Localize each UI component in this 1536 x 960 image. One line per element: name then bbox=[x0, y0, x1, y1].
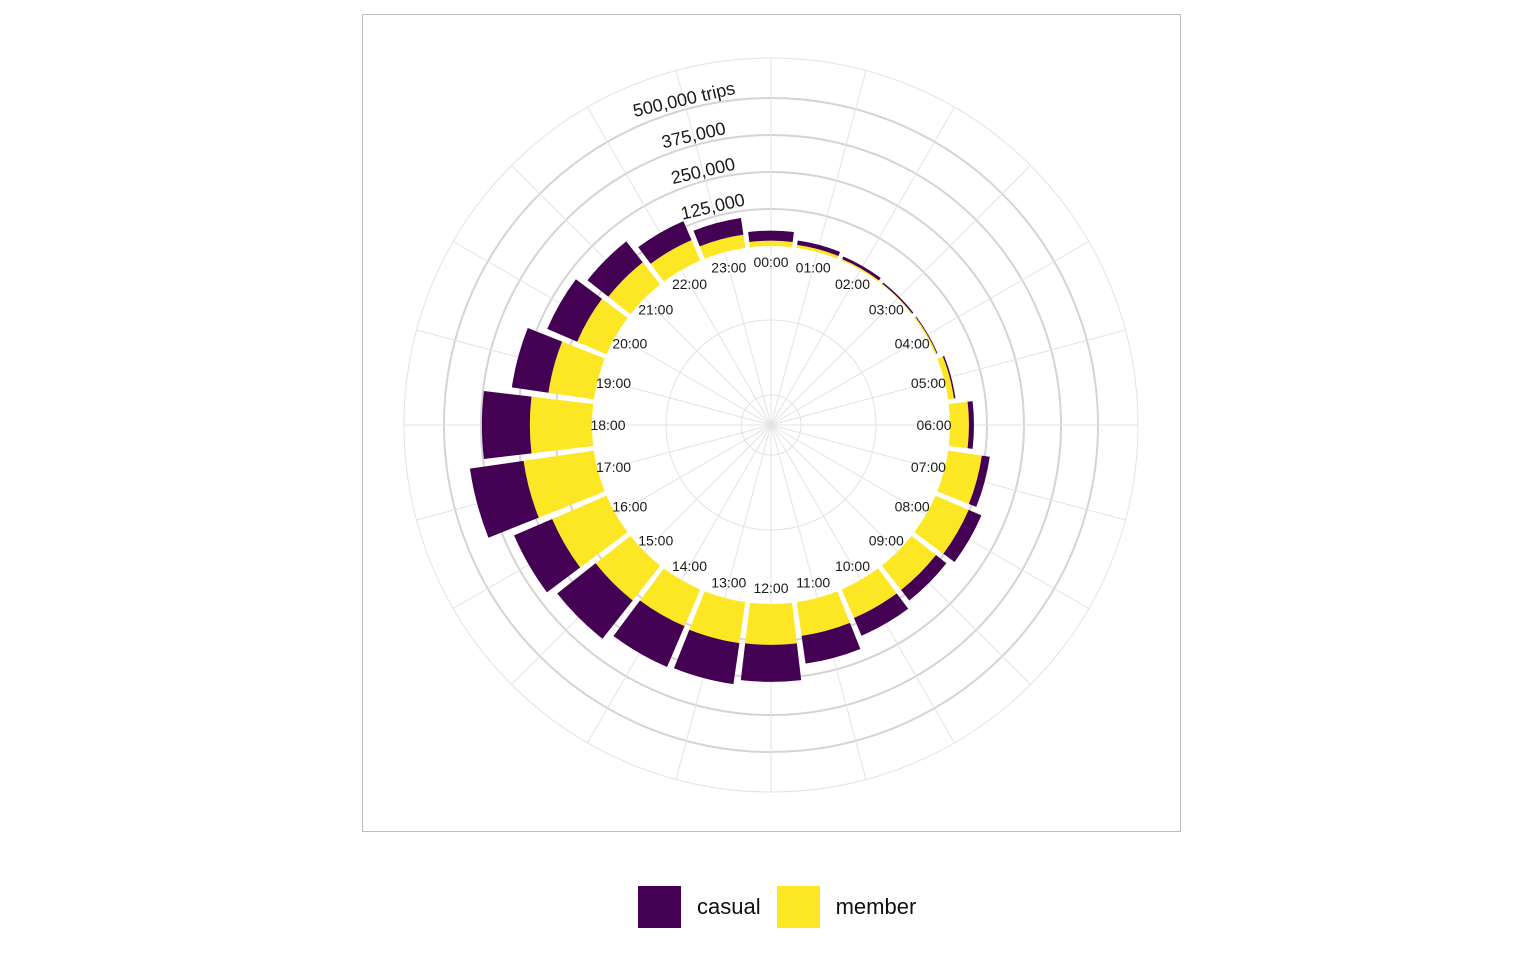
bar-member-2200 bbox=[650, 240, 701, 282]
hour-label: 01:00 bbox=[796, 260, 831, 276]
legend-swatch-casual bbox=[638, 886, 681, 928]
hour-label: 16:00 bbox=[612, 499, 647, 515]
bar-member-0700 bbox=[937, 450, 982, 504]
hour-label: 12:00 bbox=[753, 580, 788, 596]
bar-casual-0200 bbox=[842, 256, 881, 281]
bar-casual-0000 bbox=[748, 230, 794, 242]
bars bbox=[469, 217, 990, 685]
bar-member-1700 bbox=[523, 450, 605, 518]
hour-label: 23:00 bbox=[711, 260, 746, 276]
bar-casual-0400 bbox=[915, 316, 938, 354]
bar-member-1800 bbox=[529, 396, 594, 454]
bar-member-2000 bbox=[577, 298, 628, 355]
legend: casual member bbox=[638, 886, 932, 928]
bar-member-2100 bbox=[608, 262, 661, 315]
hour-label: 04:00 bbox=[895, 336, 930, 352]
legend-swatch-member bbox=[776, 886, 820, 928]
hour-label: 07:00 bbox=[911, 459, 946, 475]
bar-casual-1300 bbox=[673, 629, 740, 685]
legend-label-casual: casual bbox=[697, 894, 761, 919]
hour-label: 05:00 bbox=[911, 375, 946, 391]
bar-casual-1800 bbox=[481, 391, 532, 459]
bar-casual-1500 bbox=[557, 563, 633, 639]
hour-label: 06:00 bbox=[916, 417, 951, 433]
hour-label: 00:00 bbox=[753, 254, 788, 270]
bar-member-0100 bbox=[796, 244, 839, 259]
bar-casual-0900 bbox=[901, 555, 947, 601]
hour-label: 22:00 bbox=[672, 276, 707, 292]
hour-label: 13:00 bbox=[711, 574, 746, 590]
bar-member-0400 bbox=[914, 317, 937, 355]
bar-casual-1200 bbox=[740, 643, 802, 682]
bar-member-0200 bbox=[841, 259, 879, 282]
bar-casual-2200 bbox=[638, 221, 692, 264]
hour-label: 14:00 bbox=[672, 558, 707, 574]
bar-casual-0100 bbox=[797, 240, 841, 256]
grid-spoke bbox=[770, 106, 955, 426]
bar-member-1600 bbox=[552, 495, 628, 568]
bar-casual-0500 bbox=[942, 355, 956, 399]
hour-label: 19:00 bbox=[596, 375, 631, 391]
hour-label: 18:00 bbox=[590, 417, 625, 433]
bar-member-0300 bbox=[881, 283, 913, 315]
bar-casual-0300 bbox=[882, 282, 914, 314]
bar-member-1200 bbox=[745, 602, 797, 645]
hour-label: 10:00 bbox=[835, 558, 870, 574]
hour-label: 17:00 bbox=[596, 459, 631, 475]
bar-member-2300 bbox=[699, 234, 746, 259]
hour-label: 20:00 bbox=[612, 336, 647, 352]
bar-casual-1900 bbox=[511, 327, 563, 393]
bar-casual-1400 bbox=[613, 600, 685, 667]
hour-label: 11:00 bbox=[796, 574, 830, 590]
bar-casual-0700 bbox=[968, 455, 990, 507]
hour-label: 02:00 bbox=[835, 276, 870, 292]
bar-member-1300 bbox=[689, 591, 746, 644]
bar-casual-2000 bbox=[547, 279, 602, 342]
grid-spoke bbox=[770, 165, 1031, 426]
bar-member-1900 bbox=[548, 341, 605, 400]
bar-member-0800 bbox=[914, 495, 969, 554]
bar-member-1500 bbox=[595, 535, 661, 601]
bar-casual-1600 bbox=[514, 519, 581, 593]
bar-casual-2300 bbox=[693, 217, 744, 247]
hour-label: 08:00 bbox=[895, 499, 930, 515]
legend-label-member: member bbox=[835, 894, 917, 919]
hour-label: 15:00 bbox=[638, 532, 673, 548]
bar-casual-0800 bbox=[943, 509, 982, 563]
bar-member-0000 bbox=[749, 240, 793, 248]
grid-spoke bbox=[770, 241, 1090, 426]
bar-member-1400 bbox=[639, 568, 701, 627]
bar-member-1000 bbox=[841, 568, 897, 619]
grid bbox=[403, 57, 1139, 793]
bar-casual-0600 bbox=[967, 401, 974, 449]
hour-label: 03:00 bbox=[869, 302, 904, 318]
bar-member-0500 bbox=[937, 356, 955, 400]
bar-casual-1100 bbox=[801, 622, 861, 664]
bar-member-0900 bbox=[881, 535, 936, 590]
hour-label: 09:00 bbox=[869, 532, 904, 548]
bar-member-1100 bbox=[796, 591, 850, 636]
hour-label: 21:00 bbox=[638, 302, 673, 318]
bar-casual-2100 bbox=[587, 241, 643, 297]
bar-casual-1000 bbox=[853, 593, 909, 636]
bar-member-0600 bbox=[948, 401, 969, 449]
bar-casual-1700 bbox=[469, 460, 539, 538]
